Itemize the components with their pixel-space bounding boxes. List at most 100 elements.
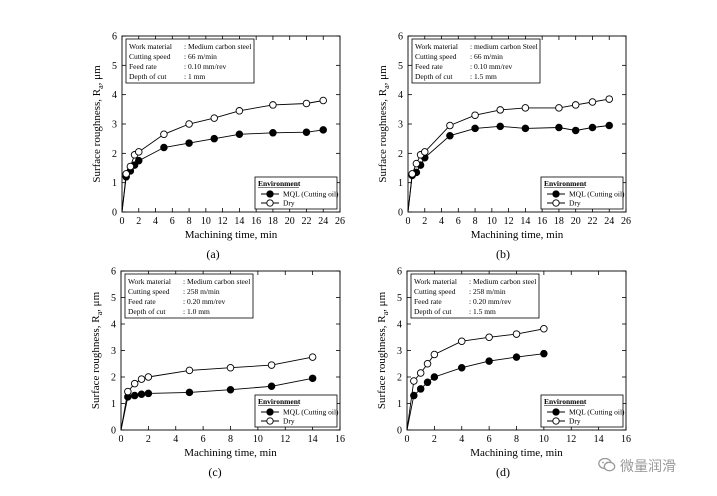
x-tick-label: 2 [422,216,427,227]
condition-value: : 0.10 mm/rev [184,62,227,71]
y-axis-title-subscript: a [96,85,105,89]
x-tick-label: 4 [459,434,464,445]
condition-value: : 1.5 mm [469,307,496,316]
y-tick-label: 0 [398,208,403,219]
condition-value: : 0.20 mm/rev [183,297,226,306]
y-axis-title-main: Surface roughness, R [376,315,388,409]
condition-value: : 0.20 mm/rev [469,297,512,306]
chart-panel-b: 0 2 4 6 8 10 12 14 16 18 20 22 24 260123456Machining … [377,32,631,262]
legend-label: MQL (Cutting oil) [569,408,625,417]
y-tick-label: 6 [112,32,117,43]
condition-label: Work material [415,42,458,51]
y-axis-title: Surface roughness, Ra, μm [376,291,390,409]
data-point-mql [423,378,432,387]
x-tick-label: 18 [554,216,564,227]
y-tick-label: 5 [397,293,402,304]
legend-label: Dry [283,417,295,426]
condition-label: Feed rate [414,297,442,306]
legend-title: Environment [544,397,587,406]
condition-value: : 0.10 mm/rev [470,62,513,71]
x-tick-label: 8 [514,434,519,445]
x-tick-label: 10 [201,216,211,227]
y-tick-label: 5 [112,61,117,72]
legend-marker [552,190,560,198]
data-point-dry [210,114,218,122]
x-tick-label: 20 [285,216,295,227]
data-point-mql [319,126,327,134]
data-point-dry [126,162,135,171]
x-tick-label: 0 [120,216,125,227]
data-point-mql [235,130,244,139]
y-tick-label: 0 [112,208,117,219]
x-tick-label: 12 [218,216,228,227]
x-tick-label: 0 [119,434,124,445]
chart-panel-a: 0 2 4 6 8 10 12 14 16 18 20 22 24 260123456Machining … [91,32,345,262]
data-point-dry [512,330,521,338]
x-tick-label: 8 [228,434,233,445]
data-point-mql [144,389,153,398]
legend-title: Environment [544,179,587,188]
x-tick-label: 4 [173,434,178,445]
condition-value: : Medium carbon steel [183,277,250,286]
data-point-dry [137,375,146,383]
y-axis-title-subscript: a [382,85,391,89]
data-point-mql [588,123,597,132]
panel-label: (b) [496,247,510,261]
condition-label: Cutting speed [129,52,171,61]
data-point-dry [446,121,454,130]
x-tick-label: 16 [537,216,547,227]
y-axis-title-unit: , μm [91,65,103,85]
x-tick-label: 10 [253,434,263,445]
data-point-dry [430,350,439,359]
legend-label: MQL (Cutting oil) [283,408,339,417]
condition-label: Work material [128,277,171,286]
data-point-dry [521,104,530,112]
x-axis-title: Machining time, min [471,229,564,241]
condition-label: Cutting speed [415,52,457,61]
data-point-dry [319,96,327,105]
x-tick-label: 26 [335,216,345,227]
data-point-mql [160,143,168,152]
data-point-mql [137,390,146,398]
x-tick-label: 26 [621,216,631,227]
legend-marker [266,190,274,198]
data-point-mql [210,134,218,143]
x-tick-label: 12 [566,434,576,445]
condition-value: : medium carbon Steel [470,42,538,51]
y-tick-label: 5 [111,293,116,304]
y-tick-label: 0 [111,426,116,437]
y-tick-label: 3 [112,120,117,131]
y-axis-title: Surface roughness, Ra, μm [91,65,105,183]
condition-value: : Medium carbon steel [469,277,536,286]
y-tick-label: 2 [112,149,117,160]
data-point-mql [267,382,276,391]
x-tick-label: 18 [268,216,278,227]
y-tick-label: 1 [112,178,117,189]
x-axis-title: Machining time, min [185,229,278,241]
x-tick-label: 16 [621,434,631,445]
condition-value: : 66 m/min [184,52,217,61]
data-point-dry [605,95,613,103]
y-axis-title-main: Surface roughness, R [91,88,103,182]
x-tick-label: 6 [201,434,206,445]
y-tick-label: 3 [397,346,402,357]
y-tick-label: 2 [111,373,116,384]
y-tick-label: 3 [111,346,116,357]
x-tick-label: 0 [406,216,411,227]
condition-label: Feed rate [415,62,443,71]
x-tick-label: 2 [146,434,151,445]
y-tick-label: 5 [398,61,403,72]
x-tick-label: 8 [187,216,192,227]
data-point-mql [226,385,235,394]
data-point-dry [408,170,416,178]
y-axis-title-main: Surface roughness, R [90,315,102,409]
legend-title: Environment [258,179,301,188]
condition-value: : 1 mm [184,72,205,81]
y-tick-label: 1 [397,399,402,410]
y-axis-title-subscript: a [95,311,104,315]
x-tick-label: 4 [439,216,444,227]
x-tick-label: 6 [170,216,175,227]
x-tick-label: 14 [520,216,530,227]
data-point-mql [308,374,317,383]
conditions-box [124,273,254,319]
